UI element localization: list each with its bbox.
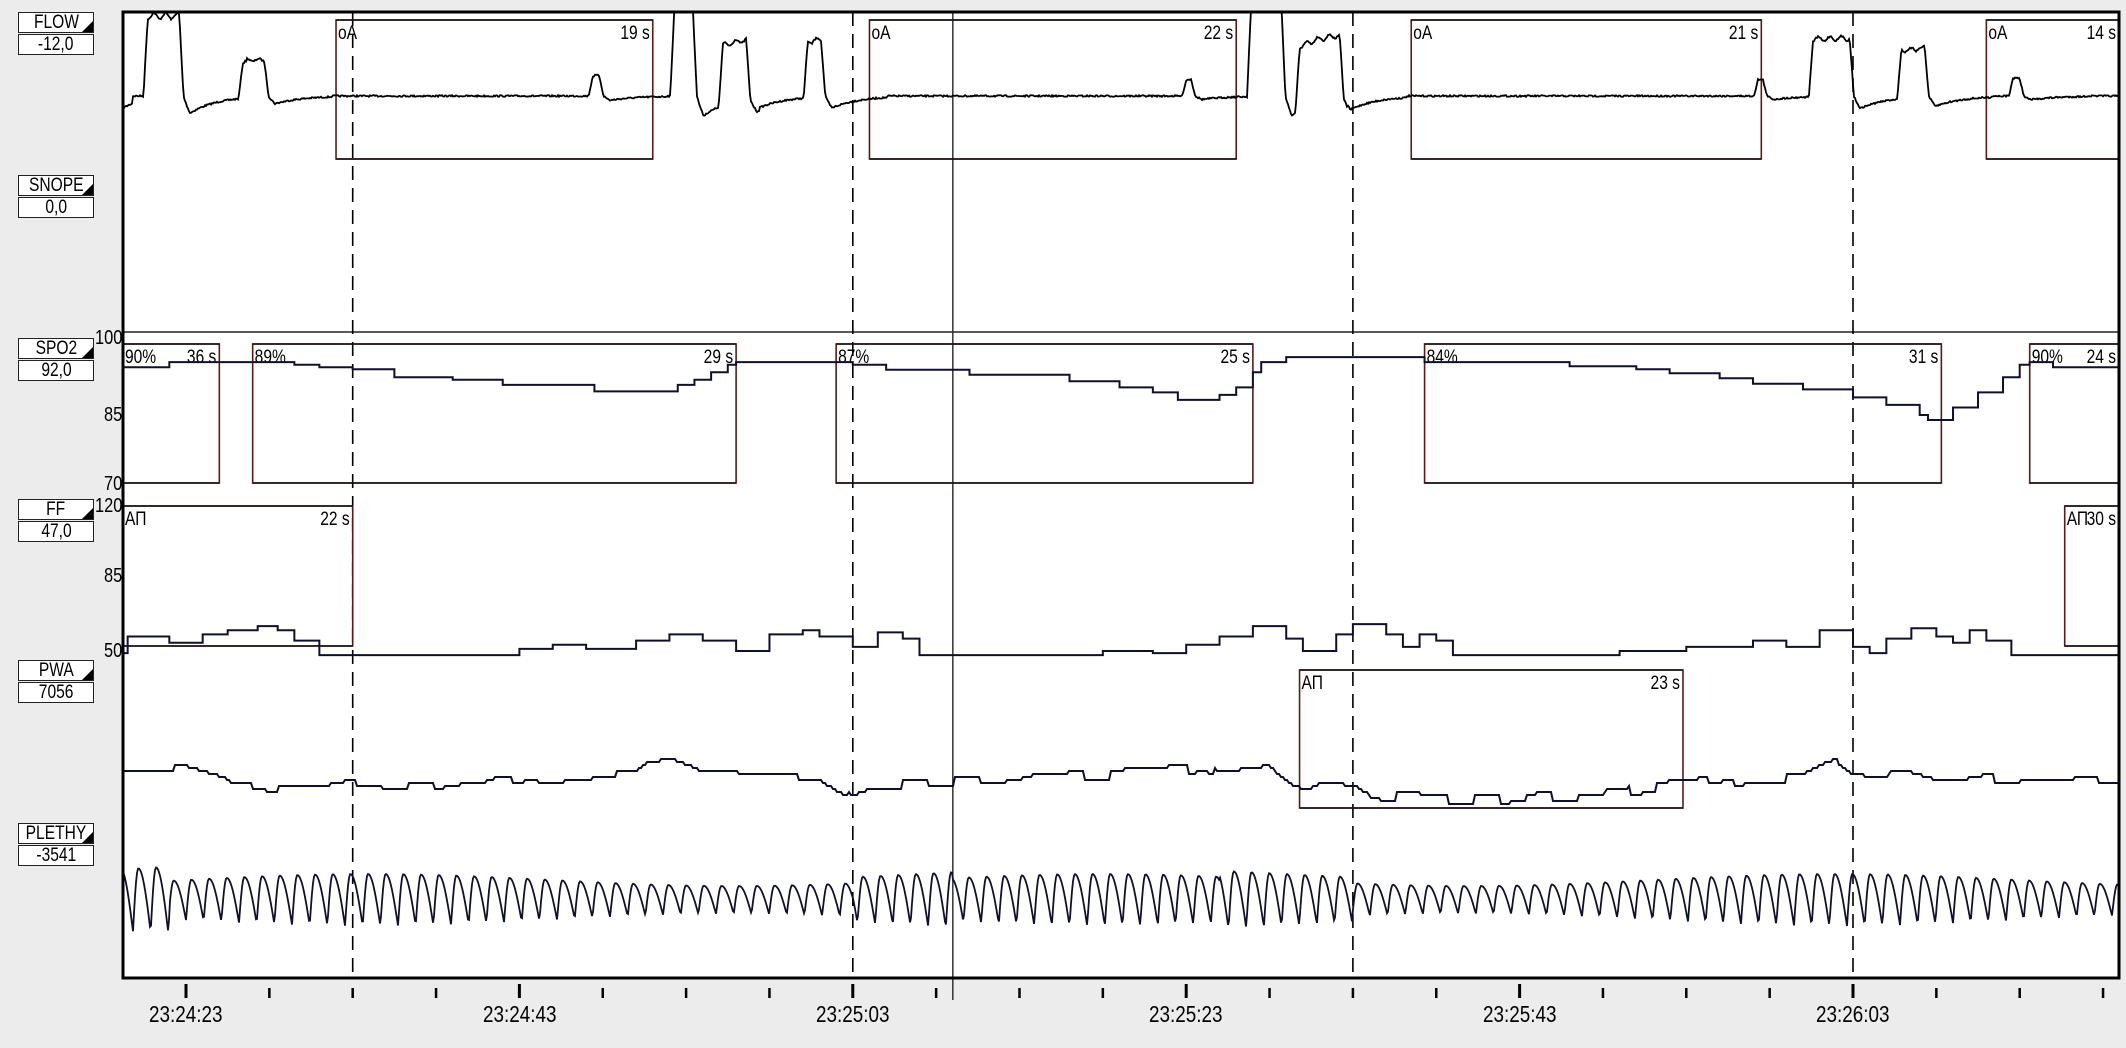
event-duration: 31 s	[1909, 346, 1939, 368]
channel-pwa[interactable]: PWA 7056	[18, 660, 94, 703]
channel-value: 7056	[38, 682, 74, 703]
ff-ytick: 120	[94, 495, 122, 517]
channel-flow[interactable]: FLOW -12,0	[18, 12, 94, 55]
event-label: 89%	[255, 346, 286, 368]
dropdown-triangle-icon[interactable]	[82, 832, 93, 843]
event-duration: 14 s	[2087, 22, 2117, 44]
ff-ytick: 50	[103, 640, 122, 662]
channel-name: FF	[46, 499, 66, 520]
event-label: АП	[125, 508, 146, 530]
event-box[interactable]	[0, 343, 221, 484]
channel-spo2[interactable]: SPO2 92,0	[18, 338, 94, 381]
event-duration: 36 s	[187, 346, 217, 368]
channel-name: SNOPE	[28, 175, 84, 196]
event-label: oA	[871, 22, 890, 44]
channel-value: -12,0	[38, 34, 74, 55]
event-label: 90%	[2032, 346, 2063, 368]
plot-area	[123, 12, 2119, 978]
channel-name: FLOW	[33, 12, 79, 33]
event-duration: 25 s	[1220, 346, 1250, 368]
event-ff[interactable]: АП 22 s	[0, 505, 354, 647]
spo2-trace	[123, 356, 2119, 422]
channel-name: PLETHY	[25, 823, 87, 844]
event-label: oA	[1988, 22, 2007, 44]
event-label: АП	[2067, 508, 2088, 530]
dropdown-triangle-icon[interactable]	[82, 669, 93, 680]
event-duration: 22 s	[320, 508, 350, 530]
event-pwa[interactable]: АП 23 s	[1298, 669, 1684, 809]
event-box[interactable]	[2063, 505, 2126, 647]
spo2-ytick: 100	[94, 327, 122, 349]
channel-value: 92,0	[40, 360, 72, 381]
channel-name: SPO2	[35, 338, 77, 359]
event-duration: 22 s	[1204, 22, 1234, 44]
pwa-trace	[123, 758, 2119, 805]
time-tick-label: 23:25:23	[1149, 1001, 1223, 1027]
event-flow[interactable]: oA 22 s	[868, 19, 1238, 160]
event-duration: 24 s	[2087, 346, 2117, 368]
event-duration: 30 s	[2087, 508, 2117, 530]
event-flow[interactable]: oA 21 s	[1410, 19, 1763, 160]
channel-plethy[interactable]: PLETHY -3541	[18, 823, 94, 866]
time-tick-label: 23:24:43	[482, 1001, 557, 1027]
ff-trace	[123, 623, 2119, 657]
channel-ff[interactable]: FF 47,0	[18, 499, 94, 542]
event-flow[interactable]: oA 14 s	[1985, 19, 2126, 160]
event-label: 84%	[1427, 346, 1458, 368]
event-label: oA	[1413, 22, 1432, 44]
event-duration: 21 s	[1729, 22, 1759, 44]
plot-border	[121, 10, 2121, 980]
event-label: 90%	[125, 346, 156, 368]
time-tick-label: 23:26:03	[1816, 1001, 1890, 1027]
event-duration: 23 s	[1651, 672, 1681, 694]
plethy-trace	[123, 866, 2119, 932]
event-label: АП	[1302, 672, 1323, 694]
dropdown-triangle-icon[interactable]	[82, 184, 93, 195]
time-tick-label: 23:24:23	[149, 1001, 223, 1027]
channel-value: 0,0	[45, 197, 67, 218]
channel-value: 47,0	[40, 521, 72, 542]
event-box[interactable]	[2028, 343, 2126, 484]
dropdown-triangle-icon[interactable]	[82, 508, 93, 519]
channel-name: PWA	[38, 660, 74, 681]
dropdown-triangle-icon[interactable]	[82, 21, 93, 32]
spo2-ytick: 85	[103, 404, 122, 426]
flow-trace	[123, 12, 2119, 117]
time-tick-label: 23:25:03	[816, 1001, 890, 1027]
event-duration: 19 s	[620, 22, 650, 44]
event-flow[interactable]: oA 19 s	[335, 19, 654, 160]
event-duration: 29 s	[704, 346, 734, 368]
dropdown-triangle-icon[interactable]	[82, 347, 93, 358]
event-label: oA	[338, 22, 357, 44]
channel-snope[interactable]: SNOPE 0,0	[18, 175, 94, 218]
time-tick-label: 23:25:43	[1482, 1001, 1557, 1027]
spo2-ytick: 70	[103, 473, 122, 495]
ff-ytick: 85	[103, 565, 122, 587]
channel-value: -3541	[36, 845, 76, 866]
